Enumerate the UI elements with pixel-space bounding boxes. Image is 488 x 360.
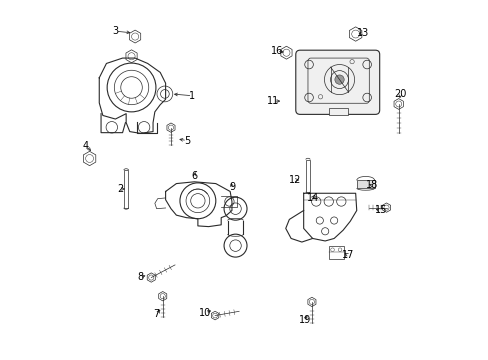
Text: 5: 5 xyxy=(183,136,190,145)
Text: 20: 20 xyxy=(393,89,406,99)
Text: 11: 11 xyxy=(266,96,279,106)
Text: 18: 18 xyxy=(365,180,377,190)
Circle shape xyxy=(334,75,344,84)
Text: 3: 3 xyxy=(112,26,118,36)
Text: 6: 6 xyxy=(191,171,197,181)
Text: 1: 1 xyxy=(189,91,195,101)
Text: 7: 7 xyxy=(153,310,160,319)
Text: 14: 14 xyxy=(306,193,318,203)
Text: 19: 19 xyxy=(298,315,310,325)
Text: 12: 12 xyxy=(288,175,300,185)
Bar xyxy=(356,180,374,188)
Text: 13: 13 xyxy=(356,28,368,38)
Bar xyxy=(305,159,309,192)
Text: 16: 16 xyxy=(270,46,283,56)
Text: 10: 10 xyxy=(199,308,211,318)
Text: 17: 17 xyxy=(342,250,354,260)
Bar xyxy=(123,170,128,208)
Text: 15: 15 xyxy=(374,206,386,216)
Text: 8: 8 xyxy=(137,272,143,282)
Text: 9: 9 xyxy=(228,182,235,192)
FancyBboxPatch shape xyxy=(295,50,379,114)
Bar xyxy=(328,108,348,115)
Bar xyxy=(328,246,343,259)
Text: 4: 4 xyxy=(83,141,89,151)
Text: 2: 2 xyxy=(118,184,123,194)
